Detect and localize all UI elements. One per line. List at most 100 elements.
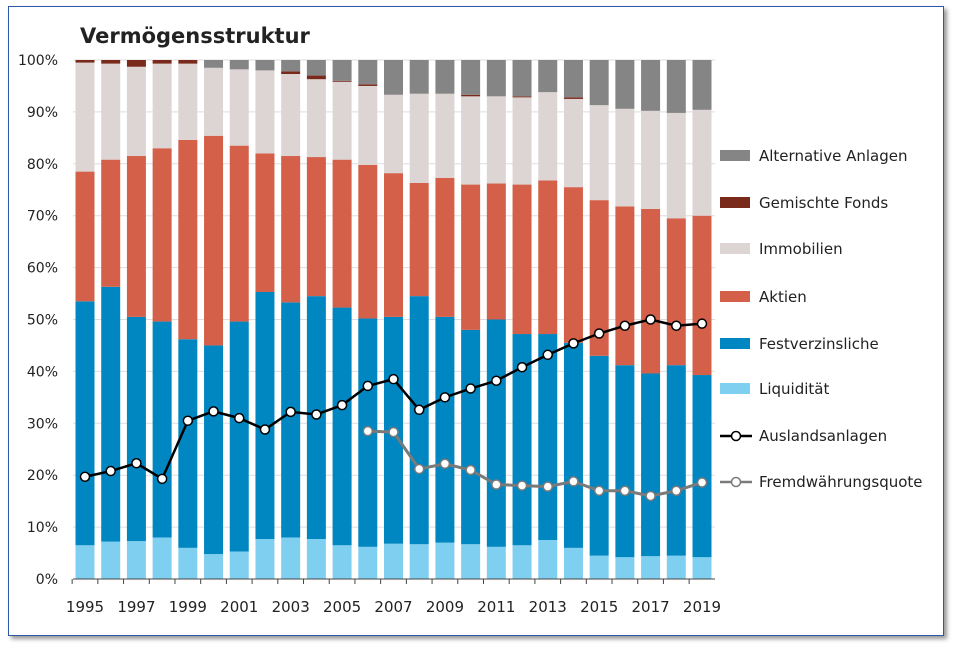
bar-liquidität-2000 bbox=[204, 554, 224, 579]
bar-aktien-2014 bbox=[563, 187, 583, 343]
x-tick-label: 1995 bbox=[66, 598, 104, 616]
line-point bbox=[568, 338, 579, 349]
bar-liquidität-1996 bbox=[101, 541, 121, 579]
x-tick-label: 2015 bbox=[580, 598, 618, 616]
bar-liquidität-1997 bbox=[126, 541, 146, 579]
bar-immobilien-2005 bbox=[332, 81, 352, 160]
bar-liquidität-2003 bbox=[281, 537, 301, 579]
bar-aktien-2005 bbox=[332, 159, 352, 308]
legend-label: Festverzinsliche bbox=[759, 335, 879, 353]
bar-aktien-2006 bbox=[358, 164, 378, 319]
bar-aktien-2003 bbox=[281, 156, 301, 303]
line-point bbox=[362, 380, 374, 392]
legend-label: Alternative Anlagen bbox=[759, 147, 907, 165]
y-tick-label: 10% bbox=[27, 520, 58, 536]
bar-festverzinsliche-1998 bbox=[152, 321, 172, 538]
line-point bbox=[516, 480, 528, 491]
bar-immobilien-2008 bbox=[409, 93, 429, 184]
line-point bbox=[439, 458, 451, 470]
x-tick-label: 2019 bbox=[683, 598, 721, 616]
line-point bbox=[645, 490, 656, 502]
bar-liquidität-2006 bbox=[358, 546, 378, 579]
y-tick-label: 70% bbox=[27, 209, 58, 225]
x-tick-label: 2003 bbox=[272, 598, 310, 616]
bar-immobilien-2007 bbox=[384, 94, 403, 174]
bar-festverzinsliche-2005 bbox=[332, 307, 352, 546]
line-point bbox=[439, 392, 451, 403]
bar-immobilien-2002 bbox=[255, 70, 275, 154]
bar-gemischte-fonds-1996 bbox=[101, 60, 121, 64]
line-point bbox=[336, 399, 348, 411]
bar-alternative-anlagen-2011 bbox=[486, 60, 506, 97]
bar-alternative-anlagen-2005 bbox=[332, 60, 352, 81]
bar-liquidität-2011 bbox=[486, 546, 506, 579]
bar-gemischte-fonds-1995 bbox=[75, 60, 95, 63]
line-point bbox=[182, 415, 194, 426]
x-tick-label: 1997 bbox=[117, 598, 155, 616]
bar-alternative-anlagen-2013 bbox=[538, 60, 558, 93]
bar-festverzinsliche-1996 bbox=[101, 286, 121, 542]
bar-immobilien-2004 bbox=[306, 79, 326, 158]
bar-liquidität-2007 bbox=[384, 543, 403, 579]
bar-festverzinsliche-1995 bbox=[75, 301, 95, 546]
line-point bbox=[156, 473, 168, 485]
line-point bbox=[696, 477, 708, 488]
bar-immobilien-2014 bbox=[563, 98, 583, 188]
line-point bbox=[491, 479, 502, 490]
bar-alternative-anlagen-2006 bbox=[358, 60, 378, 85]
bar-liquidität-2009 bbox=[435, 542, 455, 579]
bar-festverzinsliche-2010 bbox=[461, 329, 481, 545]
bar-liquidität-2005 bbox=[332, 545, 352, 579]
bar-gemischte-fonds-2014 bbox=[563, 97, 583, 99]
bar-alternative-anlagen-2018 bbox=[666, 60, 686, 113]
bar-aktien-2011 bbox=[486, 183, 506, 320]
x-tick-label: 2001 bbox=[220, 598, 258, 616]
bar-immobilien-1999 bbox=[178, 63, 198, 140]
bar-aktien-2012 bbox=[512, 184, 532, 335]
line-point bbox=[311, 409, 322, 420]
line-point bbox=[234, 412, 245, 424]
bar-immobilien-2016 bbox=[615, 108, 635, 207]
bar-liquidität-1995 bbox=[75, 545, 95, 579]
bar-festverzinsliche-2000 bbox=[204, 345, 224, 555]
bar-alternative-anlagen-2000 bbox=[204, 60, 224, 68]
bar-festverzinsliche-2009 bbox=[435, 316, 455, 543]
bar-gemischte-fonds-1998 bbox=[152, 60, 172, 64]
y-tick-label: 90% bbox=[27, 105, 58, 121]
bar-liquidität-2014 bbox=[563, 547, 583, 579]
line-point bbox=[413, 463, 425, 475]
bar-alternative-anlagen-2002 bbox=[255, 60, 275, 71]
bar-alternative-anlagen-2016 bbox=[615, 60, 635, 109]
bar-liquidität-2016 bbox=[615, 557, 635, 579]
bar-aktien-2010 bbox=[461, 184, 481, 330]
legend-marker bbox=[730, 476, 742, 488]
y-tick-label: 60% bbox=[27, 261, 58, 277]
line-point bbox=[131, 458, 142, 469]
bar-festverzinsliche-2003 bbox=[281, 302, 301, 538]
bar-liquidität-2015 bbox=[589, 555, 609, 579]
bar-festverzinsliche-2011 bbox=[486, 319, 506, 547]
bar-alternative-anlagen-2017 bbox=[641, 60, 661, 111]
bar-immobilien-2000 bbox=[204, 67, 224, 136]
bar-aktien-2019 bbox=[692, 215, 712, 376]
bar-alternative-anlagen-2015 bbox=[589, 60, 609, 106]
bar-alternative-anlagen-2014 bbox=[563, 60, 583, 98]
bar-aktien-2002 bbox=[255, 153, 275, 292]
line-point bbox=[208, 406, 219, 417]
bar-aktien-2013 bbox=[538, 180, 558, 335]
bar-liquidität-2017 bbox=[641, 556, 661, 579]
legend-label: Auslandsanlagen bbox=[759, 427, 887, 445]
bar-aktien-2001 bbox=[229, 145, 249, 322]
bar-festverzinsliche-1999 bbox=[178, 339, 198, 548]
legend-label: Gemischte Fonds bbox=[759, 194, 888, 212]
x-tick-label: 1999 bbox=[169, 598, 207, 616]
bar-aktien-2007 bbox=[384, 173, 403, 317]
legend-label: Liquidität bbox=[759, 380, 829, 398]
bar-immobilien-2006 bbox=[358, 85, 378, 165]
line-point bbox=[568, 476, 579, 487]
bar-festverzinsliche-1997 bbox=[126, 316, 146, 542]
bar-aktien-1996 bbox=[101, 159, 121, 287]
bar-festverzinsliche-2012 bbox=[512, 334, 532, 546]
x-tick-label: 2007 bbox=[374, 598, 412, 616]
